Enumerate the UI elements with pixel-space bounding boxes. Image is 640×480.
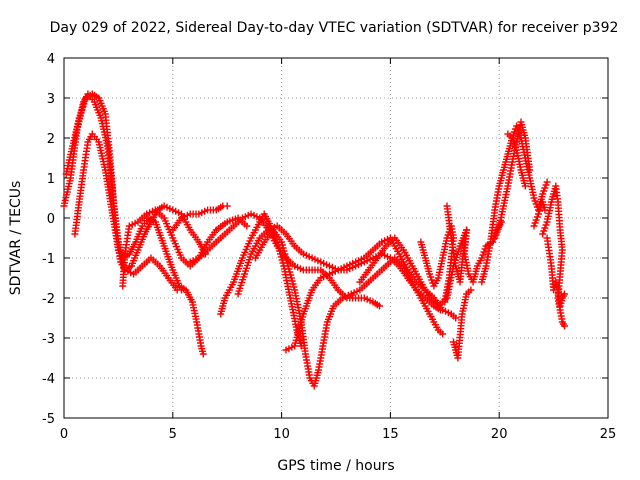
chart-title: Day 029 of 2022, Sidereal Day-to-day VTE… (50, 20, 619, 36)
x-tick-label: 0 (60, 427, 68, 442)
x-axis-label: GPS time / hours (277, 458, 394, 474)
series-sat-g (217, 210, 305, 350)
x-tick-label: 5 (169, 427, 177, 442)
series-sat-e (169, 202, 231, 234)
series-sat-r (530, 198, 549, 230)
y-tick-label: 1 (47, 172, 55, 187)
x-tick-label: 20 (491, 427, 508, 442)
series-sat-j (282, 234, 460, 354)
series-sat-n (450, 286, 475, 362)
y-axis-label: SDTVAR / TECUs (8, 181, 24, 296)
y-tick-label: 3 (47, 92, 55, 107)
plot-frame (63, 57, 609, 419)
x-tick-label: 15 (382, 427, 399, 442)
y-tick-label: -4 (42, 372, 55, 387)
series-sat-d (119, 206, 251, 290)
y-tick-label: -3 (42, 332, 55, 347)
y-tick-label: -2 (42, 292, 55, 307)
y-tick-label: -5 (42, 412, 55, 427)
y-tick-label: 0 (47, 212, 55, 227)
x-tick-label: 25 (600, 427, 617, 442)
grid-lines (64, 58, 608, 418)
y-tick-label: -1 (42, 252, 55, 267)
series-sat-t (543, 234, 568, 310)
y-tick-label: 2 (47, 132, 55, 147)
axis-ticks: 0 5 10 15 20 25 -5 -4 -3 -2 -1 0 1 2 3 4 (42, 52, 616, 442)
series-sat-i (252, 226, 447, 390)
data-markers (60, 90, 568, 390)
y-tick-label: 4 (47, 52, 55, 67)
series-sat-q (504, 130, 529, 190)
series-sat-c (71, 130, 185, 294)
x-tick-label: 10 (273, 427, 290, 442)
